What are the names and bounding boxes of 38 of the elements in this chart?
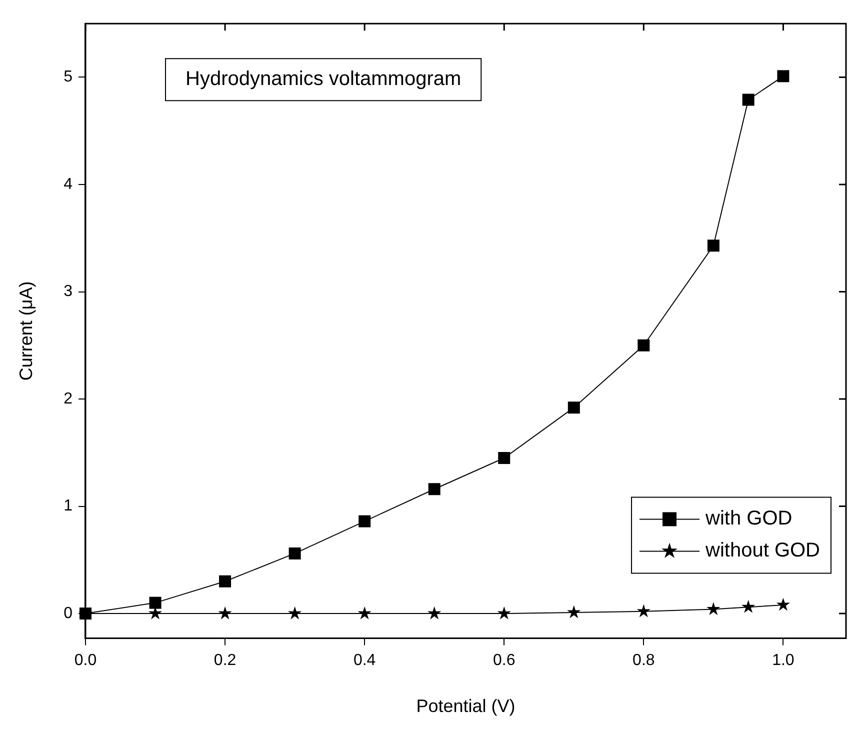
legend-label: with GOD xyxy=(704,508,792,530)
point xyxy=(567,605,581,618)
y-tick-label: 2 xyxy=(64,390,73,408)
point xyxy=(636,604,651,618)
point xyxy=(777,70,790,82)
point xyxy=(288,547,301,560)
x-tick-label: 0.0 xyxy=(74,652,97,670)
x-tick-label: 0.4 xyxy=(353,652,376,670)
point xyxy=(428,606,442,620)
point xyxy=(218,606,232,620)
point xyxy=(288,606,302,620)
x-tick-label: 0.2 xyxy=(214,652,236,670)
point xyxy=(358,515,371,528)
y-axis-title: Current (μA) xyxy=(16,281,36,381)
y-tick-label: 5 xyxy=(64,68,73,86)
point xyxy=(776,598,790,611)
point xyxy=(498,452,510,464)
point xyxy=(706,602,720,616)
point xyxy=(568,402,580,414)
point xyxy=(149,596,162,609)
x-tick-label: 0.6 xyxy=(493,652,516,670)
x-tick-label: 1.0 xyxy=(772,652,794,670)
point xyxy=(742,94,754,106)
y-tick-label: 4 xyxy=(64,176,73,193)
x-tick-label: 0.8 xyxy=(632,652,655,670)
x-axis-title: Potential (V) xyxy=(416,696,516,716)
point xyxy=(638,339,650,352)
point xyxy=(358,606,372,620)
text: Hydrodynamics voltammogram xyxy=(186,68,462,90)
point xyxy=(219,575,232,588)
point xyxy=(741,600,756,613)
y-tick-label: 1 xyxy=(64,498,73,515)
y-tick-label: 0 xyxy=(64,604,73,622)
point xyxy=(707,240,720,252)
y-tick-label: 3 xyxy=(64,283,73,300)
legend-label: without GOD xyxy=(704,540,820,562)
point xyxy=(497,606,511,620)
point xyxy=(428,483,440,496)
